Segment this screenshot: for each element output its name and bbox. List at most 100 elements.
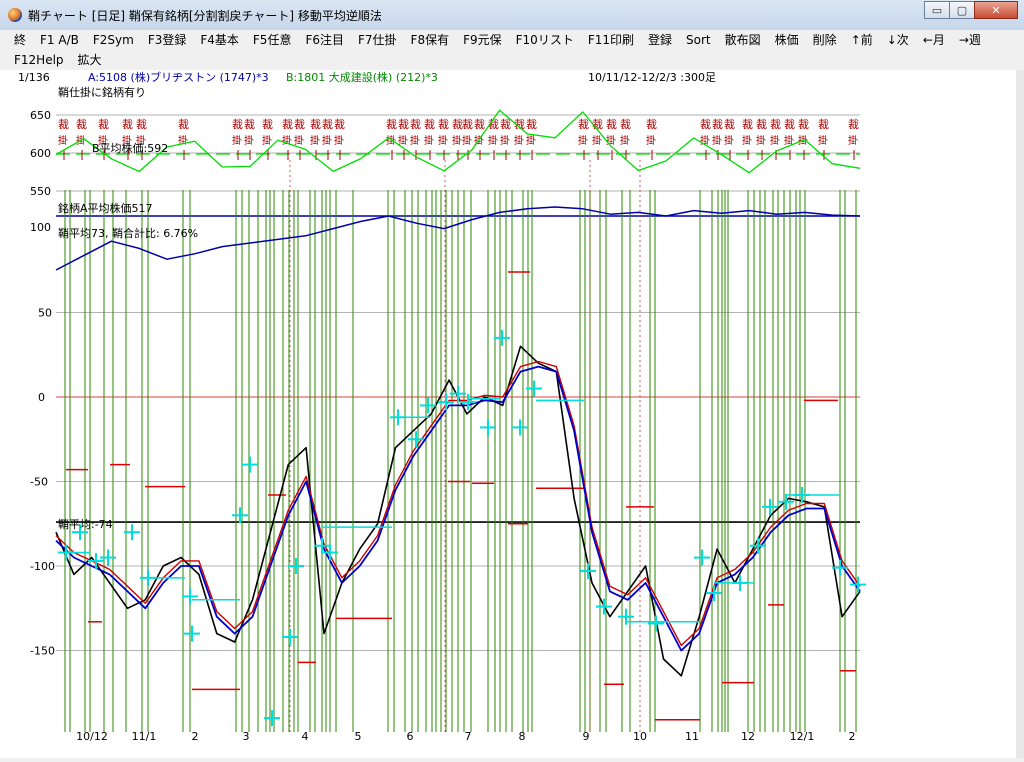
signal-glyph-bottom: 掛 — [500, 134, 510, 147]
y-tick-label: -50 — [30, 476, 48, 489]
b-average-label: B平均株価:592 — [92, 141, 168, 155]
signal-glyph-bottom: 掛 — [310, 134, 320, 147]
y-tick-label: 600 — [30, 147, 51, 160]
counter-label: 1/136 — [18, 71, 50, 84]
signal-glyph-bottom: 掛 — [322, 134, 332, 147]
signal-glyph-top: 裁 — [98, 118, 109, 131]
signal-glyph-top: 裁 — [500, 118, 511, 131]
menu-item-row1-3[interactable]: F3登録 — [147, 33, 187, 47]
signal-glyph-bottom: 掛 — [398, 134, 408, 147]
chart-canvas[interactable]: 1/136 A:5108 (株)ブリヂストン (1747)*3 B:1801 大… — [0, 70, 1016, 758]
menu-item-row1-9[interactable]: F9元保 — [463, 33, 502, 47]
spread-chart[interactable]: 1/136 A:5108 (株)ブリヂストン (1747)*3 B:1801 大… — [0, 70, 1016, 758]
signal-glyph-top: 裁 — [232, 118, 243, 131]
menu-item-row1-18[interactable]: ↓次 — [886, 33, 909, 47]
signal-glyph-bottom: 掛 — [646, 134, 656, 147]
signal-glyph-top: 裁 — [770, 118, 781, 131]
right-edge — [1016, 70, 1024, 758]
signal-glyph-top: 裁 — [514, 118, 525, 131]
menu-item-row1-20[interactable]: →週 — [958, 33, 981, 47]
signal-glyph-bottom: 掛 — [742, 134, 752, 147]
menu-item-row1-15[interactable]: 株価 — [774, 33, 799, 47]
menu-item-row1-6[interactable]: F6注目 — [305, 33, 344, 47]
menu-item-row2-0[interactable]: F12Help — [14, 53, 64, 67]
signal-glyph-top: 裁 — [646, 118, 657, 131]
minimize-button[interactable]: ▭ — [924, 1, 950, 19]
signal-glyph-top: 裁 — [488, 118, 499, 131]
range-label: 10/11/12-12/2/3 :300足 — [588, 71, 716, 84]
menu-item-row1-2[interactable]: F2Sym — [92, 33, 134, 47]
menu-item-row1-4[interactable]: F4基本 — [200, 33, 239, 47]
signal-glyph-bottom: 掛 — [606, 134, 616, 147]
signal-glyph-top: 裁 — [462, 118, 473, 131]
signal-glyph-bottom: 掛 — [712, 134, 722, 147]
signal-glyph-top: 裁 — [76, 118, 87, 131]
menu-item-row1-8[interactable]: F8保有 — [410, 33, 450, 47]
signal-glyph-bottom: 掛 — [178, 134, 188, 147]
signal-glyph-bottom: 掛 — [262, 134, 272, 147]
signal-glyph-top: 裁 — [474, 118, 485, 131]
signal-glyph-bottom: 掛 — [848, 134, 858, 147]
menu-item-row2-1[interactable]: 拡大 — [77, 53, 102, 67]
menu-item-row1-5[interactable]: F5任意 — [252, 33, 292, 47]
x-axis-label: 3 — [243, 730, 250, 743]
x-axis-label: 12/1 — [790, 730, 815, 743]
menu-item-row1-10[interactable]: F10リスト — [515, 33, 574, 47]
signal-glyph-bottom: 掛 — [724, 134, 734, 147]
y-tick-label: 50 — [38, 307, 52, 320]
close-button[interactable]: ✕ — [974, 1, 1018, 19]
signal-glyph-top: 裁 — [322, 118, 333, 131]
x-axis-label: 9 — [583, 730, 590, 743]
menu-item-row1-11[interactable]: F11印刷 — [587, 33, 635, 47]
signal-glyph-bottom: 掛 — [818, 134, 828, 147]
signal-glyph-top: 裁 — [848, 118, 859, 131]
signal-glyph-bottom: 掛 — [98, 134, 108, 147]
menu-item-row1-16[interactable]: 削除 — [812, 33, 837, 47]
x-axis-label: 10 — [633, 730, 647, 743]
menu-item-row1-1[interactable]: F1 A/B — [40, 33, 79, 47]
signal-glyph-bottom: 掛 — [578, 134, 588, 147]
x-axis-label: 11 — [685, 730, 699, 743]
menu-bar: 終 F1 A/B F2Sym F3登録 F4基本 F5任意 F6注目 F7仕掛 F8保有 F9元保… — [0, 30, 1024, 71]
ma-blue-series — [55, 365, 861, 652]
menu-item-row1-0[interactable]: 終 — [14, 33, 27, 47]
signal-glyph-top: 裁 — [178, 118, 189, 131]
signal-glyph-bottom: 掛 — [488, 134, 498, 147]
signal-glyph-bottom: 掛 — [294, 134, 304, 147]
y-tick-label: -150 — [30, 645, 55, 658]
menu-row-2: F12Help 拡大 — [0, 50, 109, 70]
menu-item-row1-13[interactable]: Sort — [686, 33, 711, 47]
menu-item-row1-14[interactable]: 散布図 — [724, 33, 761, 47]
signal-glyph-top: 裁 — [310, 118, 321, 131]
signal-glyph-top: 裁 — [724, 118, 735, 131]
pair-a-label: A:5108 (株)ブリヂストン (1747)*3 — [88, 70, 269, 84]
signal-glyph-top: 裁 — [136, 118, 147, 131]
y-tick-label: 650 — [30, 109, 51, 122]
signal-glyph-top: 裁 — [620, 118, 631, 131]
x-axis-label: 6 — [407, 730, 414, 743]
x-axis-label: 2 — [192, 730, 199, 743]
x-axis-label: 11/1 — [132, 730, 157, 743]
menu-row-1: 終 F1 A/B F2Sym F3登録 F4基本 F5任意 F6注目 F7仕掛 F8保有 F9元保… — [0, 30, 988, 50]
spread-average-label: 鞘平均73, 鞘合計比: 6.76% — [58, 226, 198, 240]
restore-button[interactable]: ▢ — [949, 1, 975, 19]
signal-glyph-top: 裁 — [742, 118, 753, 131]
signal-glyph-top: 裁 — [606, 118, 617, 131]
signal-glyph-top: 裁 — [282, 118, 293, 131]
signal-glyph-top: 裁 — [262, 118, 273, 131]
menu-item-row1-19[interactable]: ←月 — [922, 33, 945, 47]
signal-glyph-top: 裁 — [334, 118, 345, 131]
signal-glyph-bottom: 掛 — [334, 134, 344, 147]
signal-glyph-top: 裁 — [438, 118, 449, 131]
menu-item-row1-17[interactable]: ↑前 — [850, 33, 873, 47]
signal-glyph-bottom: 掛 — [452, 134, 462, 147]
signal-glyph-top: 裁 — [756, 118, 767, 131]
signal-glyph-top: 裁 — [700, 118, 711, 131]
signal-glyph-top: 裁 — [410, 118, 421, 131]
signal-glyph-top: 裁 — [244, 118, 255, 131]
signal-glyph-top: 裁 — [592, 118, 603, 131]
x-axis-label: 5 — [355, 730, 362, 743]
x-axis-label: 2 — [849, 730, 856, 743]
menu-item-row1-7[interactable]: F7仕掛 — [358, 33, 397, 47]
menu-item-row1-12[interactable]: 登録 — [648, 33, 673, 47]
